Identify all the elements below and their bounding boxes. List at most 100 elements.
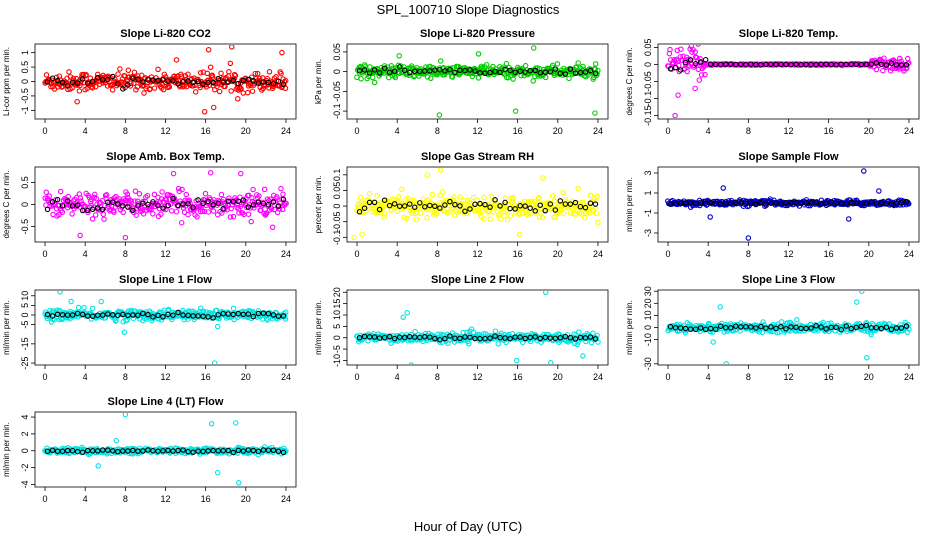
average-point [250, 77, 257, 84]
average-point [230, 77, 237, 84]
average-point [758, 62, 764, 68]
average-point [793, 199, 799, 206]
data-point [698, 72, 705, 78]
data-point [448, 206, 455, 213]
panel-title: Slope Li-820 CO2 [120, 28, 210, 40]
y-tick-label: -4 [20, 480, 30, 488]
average-point [160, 314, 166, 320]
x-tick-label: 16 [513, 126, 523, 136]
average-point [406, 333, 413, 340]
data-point [278, 70, 284, 77]
x-tick-label: 16 [201, 126, 211, 136]
average-point [497, 203, 503, 209]
average-point [205, 79, 211, 86]
average-point [170, 195, 176, 202]
average-point [482, 70, 488, 77]
data-point [209, 74, 216, 80]
data-point [522, 62, 529, 69]
average-point [733, 323, 739, 329]
average-point [712, 200, 719, 207]
data-point [245, 211, 252, 217]
average-point [728, 200, 734, 207]
average-point [823, 61, 829, 67]
x-tick-label: 16 [201, 494, 211, 504]
outlier-point [68, 298, 74, 305]
data-point [595, 219, 601, 226]
panel-title: Slope Line 1 Flow [119, 274, 212, 286]
x-tick-label: 8 [746, 249, 751, 259]
average-point [813, 199, 819, 206]
data-point [470, 194, 477, 201]
average-point [783, 199, 789, 206]
average-point [497, 69, 503, 76]
average-point [240, 448, 247, 454]
average-point [592, 70, 599, 77]
x-tick-label: 16 [513, 372, 523, 382]
average-point [587, 200, 594, 207]
data-point [539, 214, 546, 221]
average-point [135, 448, 141, 454]
x-tick-label: 4 [83, 126, 88, 136]
y-tick-label: 0.1 [332, 169, 342, 182]
outlier-point [170, 170, 177, 177]
average-point [452, 201, 458, 208]
x-tick-label: 20 [864, 372, 874, 382]
average-point [120, 202, 126, 209]
data-points [665, 291, 912, 364]
average-point [155, 448, 161, 454]
x-tick-label: 0 [43, 372, 48, 382]
average-point [813, 61, 819, 68]
data-point [495, 340, 501, 347]
data-point [194, 214, 200, 220]
average-point [542, 334, 549, 341]
average-point [265, 79, 272, 86]
average-point [898, 325, 905, 331]
outlier-point [122, 234, 129, 241]
average-point [788, 324, 794, 330]
average-point [200, 81, 206, 87]
outlier-point [516, 231, 523, 237]
data-point [490, 209, 497, 215]
average-point [79, 449, 86, 455]
average-point [702, 326, 709, 333]
outlier-point [475, 51, 482, 57]
average-point [170, 448, 176, 454]
x-tick-label: 20 [864, 126, 874, 136]
average-point [697, 325, 704, 331]
outlier-point [707, 214, 713, 220]
y-tick-label: -2 [20, 464, 30, 472]
data-point [92, 212, 99, 218]
average-point [808, 325, 814, 331]
average-point [190, 79, 196, 86]
average-point [888, 60, 895, 66]
average-point [250, 447, 257, 454]
average-point [522, 335, 528, 342]
average-point [120, 311, 126, 318]
data-point [163, 197, 170, 203]
data-point [160, 86, 167, 93]
x-tick-label: 12 [472, 249, 482, 259]
data-point [483, 61, 490, 68]
average-point [94, 312, 101, 318]
data-point [264, 317, 271, 323]
average-point [185, 312, 191, 319]
x-tick-label: 4 [83, 249, 88, 259]
data-point [566, 75, 572, 82]
outlier-point [229, 45, 235, 50]
data-point [678, 46, 684, 52]
average-point [557, 198, 564, 204]
average-point [245, 311, 252, 317]
average-point [723, 324, 729, 331]
average-point [512, 206, 518, 212]
outlier-point [95, 463, 101, 469]
data-point [138, 72, 145, 79]
data-point [439, 189, 446, 195]
data-point [144, 192, 151, 199]
x-tick-label: 20 [553, 126, 563, 136]
data-point [104, 192, 110, 198]
data-point [451, 194, 457, 200]
average-point [175, 309, 181, 316]
average-point [54, 77, 61, 84]
panel-title: Slope Line 4 (LT) Flow [108, 396, 224, 408]
average-point [361, 205, 368, 211]
